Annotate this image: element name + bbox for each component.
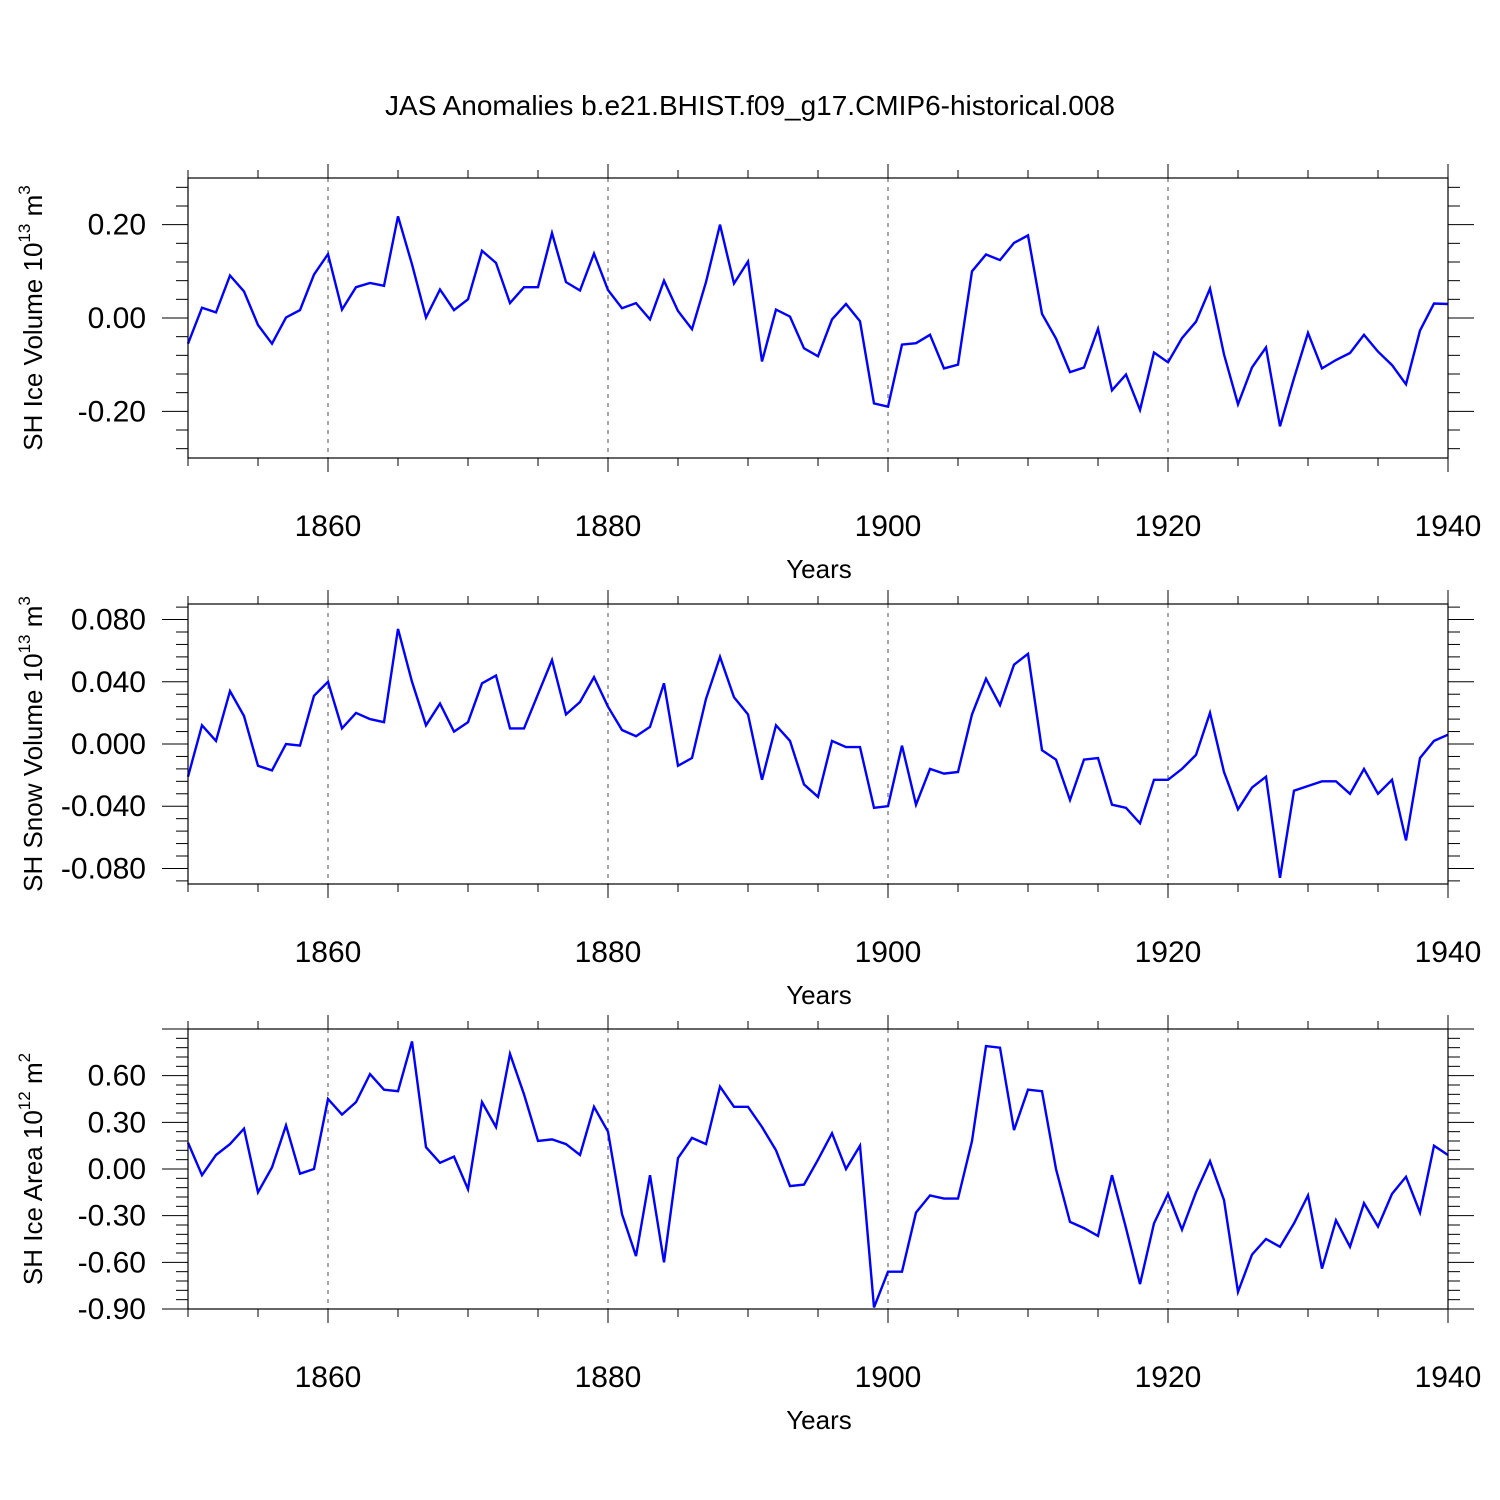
series-line bbox=[186, 628, 1449, 878]
x-tick-label: 1860 bbox=[295, 1361, 362, 1394]
x-tick-label: 1920 bbox=[1135, 936, 1202, 969]
plot-frame bbox=[187, 1028, 1449, 1310]
y-axis-label: SH Ice Volume 1013 m3 bbox=[15, 185, 48, 450]
y-tick-label: 0.080 bbox=[71, 604, 146, 637]
x-tick-label: 1940 bbox=[1415, 936, 1482, 969]
y-tick-label: -0.60 bbox=[78, 1246, 146, 1279]
y-tick-label: 0.30 bbox=[88, 1106, 146, 1139]
y-tick-label: 0.000 bbox=[71, 728, 146, 761]
x-tick-label: 1900 bbox=[855, 936, 922, 969]
x-tick-label: 1880 bbox=[575, 1361, 642, 1394]
chart-panel-2: -0.080 -0.040 0.000 0.040 0.080 1860 1880 1900 1… bbox=[15, 590, 1481, 1010]
y-tick-label: -0.040 bbox=[61, 790, 146, 823]
y-tick-label: -0.20 bbox=[78, 395, 146, 428]
y-tick-label: 0.60 bbox=[88, 1060, 146, 1093]
x-tick-label: 1860 bbox=[295, 936, 362, 969]
x-axis-label: Years bbox=[786, 1405, 852, 1435]
y-axis-label: SH Snow Volume 1013 m3 bbox=[15, 596, 48, 892]
panels: -0.20 0.00 0.20 1860 1880 1900 1920 1940 Years SH… bbox=[15, 164, 1481, 1435]
y-tick-label: -0.080 bbox=[61, 852, 146, 885]
x-tick-label: 1920 bbox=[1135, 510, 1202, 543]
x-tick-label: 1920 bbox=[1135, 1361, 1202, 1394]
x-tick-label: 1880 bbox=[575, 936, 642, 969]
chart-panel-1: -0.20 0.00 0.20 1860 1880 1900 1920 1940 Years SH… bbox=[15, 164, 1481, 584]
chart-panel-3: -0.90 -0.60 -0.30 0.00 0.30 0.60 1860 1880 1900 1… bbox=[15, 1015, 1481, 1435]
series-line bbox=[186, 1041, 1449, 1308]
x-tick-label: 1880 bbox=[575, 510, 642, 543]
figure-title: JAS Anomalies b.e21.BHIST.f09_g17.CMIP6-… bbox=[385, 90, 1115, 121]
y-tick-label: -0.90 bbox=[78, 1293, 146, 1326]
plot-frame bbox=[187, 177, 1449, 459]
y-tick-label: 0.00 bbox=[88, 1153, 146, 1186]
y-axis-label: SH Ice Area 1012 m2 bbox=[15, 1053, 48, 1285]
x-tick-label: 1900 bbox=[855, 1361, 922, 1394]
x-axis-label: Years bbox=[786, 980, 852, 1010]
x-tick-label: 1940 bbox=[1415, 510, 1482, 543]
x-tick-label: 1900 bbox=[855, 510, 922, 543]
y-tick-label: 0.00 bbox=[88, 302, 146, 335]
y-tick-label: -0.30 bbox=[78, 1200, 146, 1233]
y-tick-label: 0.040 bbox=[71, 666, 146, 699]
x-tick-label: 1860 bbox=[295, 510, 362, 543]
series-line bbox=[186, 215, 1449, 427]
x-axis-label: Years bbox=[786, 554, 852, 584]
x-tick-label: 1940 bbox=[1415, 1361, 1482, 1394]
y-tick-label: 0.20 bbox=[88, 209, 146, 242]
plot-frame bbox=[187, 603, 1449, 885]
